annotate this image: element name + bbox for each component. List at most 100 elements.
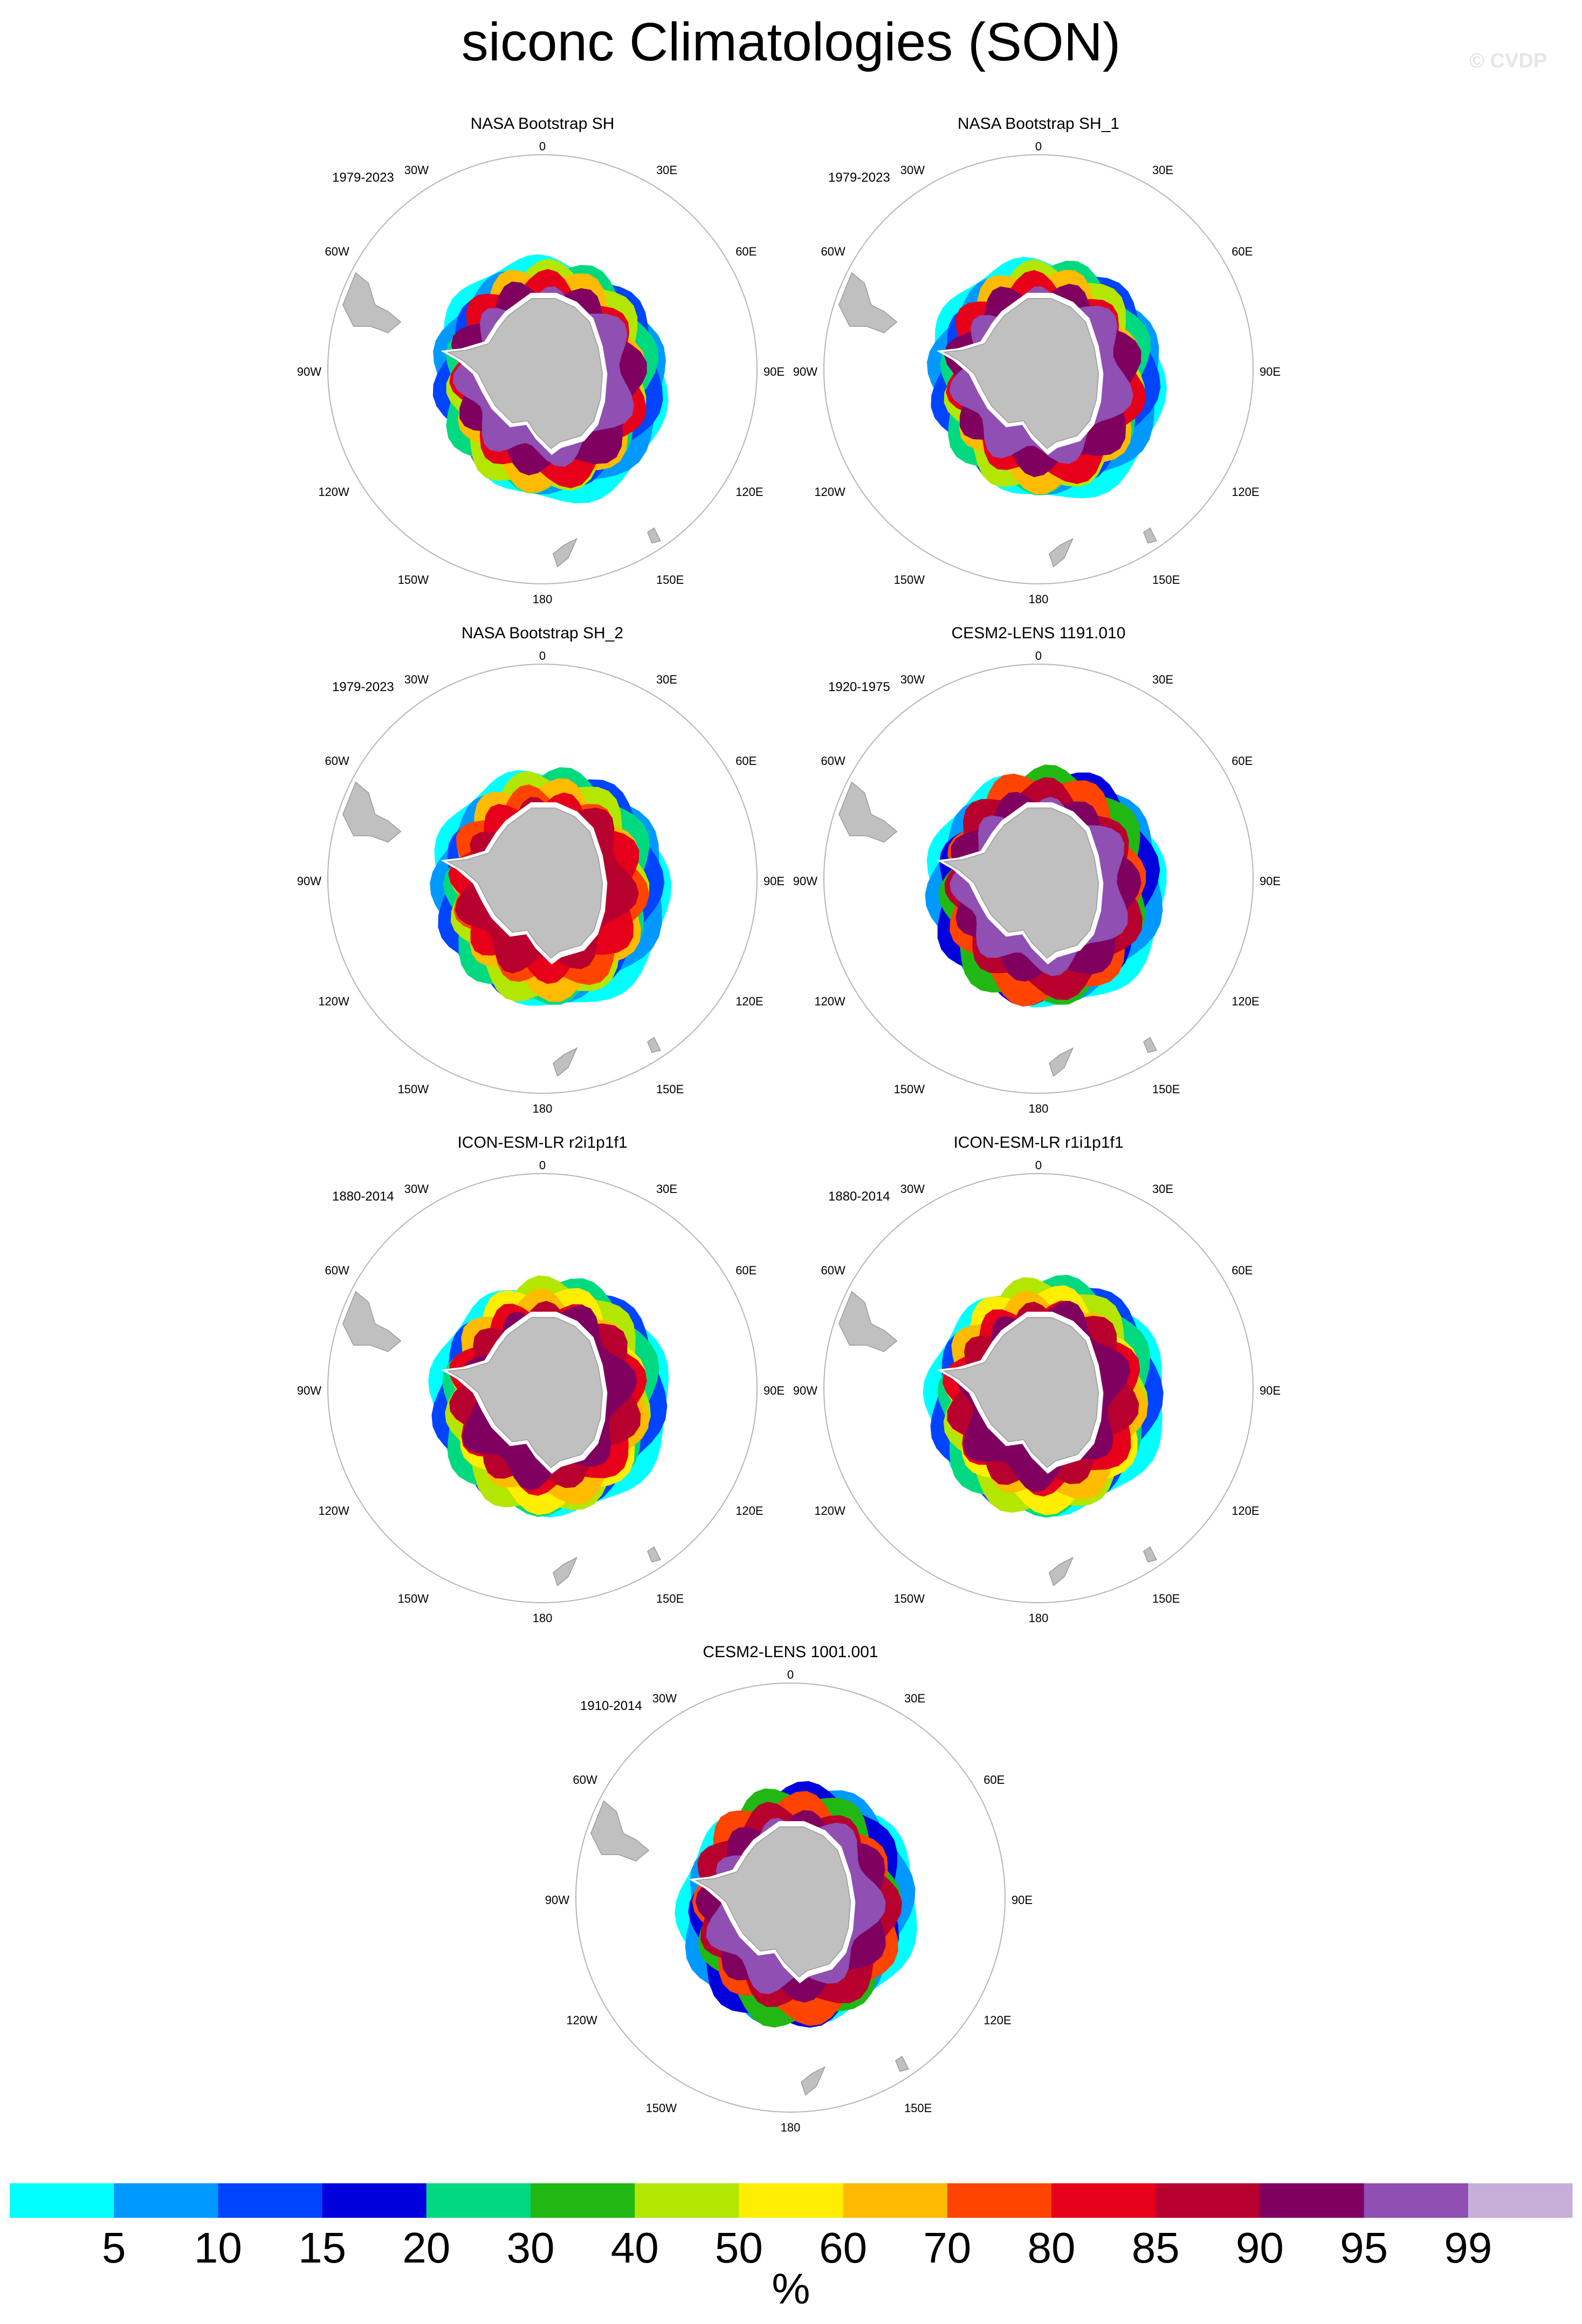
lon-label: 150W bbox=[398, 1592, 429, 1605]
antarctica-land bbox=[943, 807, 1099, 959]
colorbar-swatch bbox=[635, 2183, 739, 2218]
lon-label: 30W bbox=[652, 1692, 677, 1705]
panel-years: 1979-2023 bbox=[332, 680, 394, 694]
lon-label: 60E bbox=[1232, 245, 1253, 258]
lon-label: 90W bbox=[297, 874, 321, 888]
lon-label: 60W bbox=[325, 754, 349, 768]
panel-title: NASA Bootstrap SH_2 bbox=[462, 624, 623, 642]
colorbar-tick-label: 85 bbox=[1131, 2224, 1180, 2272]
south-america-land bbox=[342, 1291, 402, 1353]
colorbar-tick-label: 15 bbox=[298, 2224, 347, 2272]
antarctica-land bbox=[446, 1316, 603, 1468]
colorbar-swatch bbox=[947, 2183, 1052, 2218]
lon-label: 30W bbox=[404, 673, 429, 686]
lon-label: 180 bbox=[1029, 1611, 1049, 1625]
lon-label: 30E bbox=[1152, 163, 1173, 177]
lon-label: 30E bbox=[1152, 1182, 1173, 1196]
lon-label: 150W bbox=[894, 573, 925, 587]
antarctica-land bbox=[446, 807, 603, 959]
lon-label: 90E bbox=[764, 365, 785, 378]
tasmania-land bbox=[647, 1037, 661, 1053]
lon-label: 90W bbox=[545, 1893, 569, 1907]
panel-title: CESM2-LENS 1001.001 bbox=[703, 1643, 878, 1661]
lon-label: 180 bbox=[533, 1611, 553, 1625]
colorbar-swatch bbox=[843, 2183, 948, 2218]
new-zealand-land bbox=[1049, 1047, 1074, 1077]
lon-label: 180 bbox=[533, 1102, 553, 1115]
lon-label: 30W bbox=[900, 163, 925, 177]
map-panel: CESM2-LENS 1191.010 1920-1975 0 30E 60E 90E 12… bbox=[793, 624, 1281, 1115]
lon-label: 90W bbox=[297, 365, 321, 378]
lon-label: 60E bbox=[735, 245, 756, 258]
new-zealand-land bbox=[553, 1047, 578, 1077]
lon-label: 120W bbox=[814, 1504, 845, 1518]
colorbar-tick-label: 90 bbox=[1235, 2224, 1284, 2272]
antarctica-land bbox=[446, 298, 603, 450]
panel-title: ICON-ESM-LR r2i1p1f1 bbox=[457, 1134, 627, 1151]
lon-label: 30E bbox=[656, 163, 677, 177]
lon-label: 120E bbox=[735, 995, 763, 1008]
lon-label: 150E bbox=[656, 573, 684, 587]
south-america-land bbox=[838, 781, 898, 843]
lon-label: 60E bbox=[1232, 1264, 1253, 1277]
colorbar-swatch bbox=[114, 2183, 218, 2218]
lon-label: 150E bbox=[1152, 1592, 1180, 1605]
lon-label: 30E bbox=[1152, 673, 1173, 686]
watermark: © CVDP bbox=[1469, 50, 1547, 72]
panel-years: 1910-2014 bbox=[580, 1699, 642, 1713]
lon-label: 120W bbox=[318, 995, 349, 1008]
map-panel: ICON-ESM-LR r2i1p1f1 1880-2014 0 30E 60E 90E 1… bbox=[297, 1134, 785, 1625]
lon-label: 180 bbox=[781, 2121, 801, 2134]
colorbar-tick-label: 40 bbox=[610, 2224, 659, 2272]
lon-label: 120W bbox=[566, 2013, 597, 2027]
new-zealand-land bbox=[553, 1556, 578, 1587]
lon-label: 90W bbox=[793, 365, 817, 378]
lon-label: 30E bbox=[904, 1692, 925, 1705]
panel-years: 1880-2014 bbox=[332, 1189, 394, 1204]
lon-label: 30W bbox=[404, 163, 429, 177]
antarctica-land bbox=[943, 1316, 1099, 1468]
lon-label: 90W bbox=[793, 1384, 817, 1397]
lon-label: 90W bbox=[297, 1384, 321, 1397]
lon-label: 60W bbox=[573, 1773, 597, 1787]
map-panel: ICON-ESM-LR r1i1p1f1 1880-2014 0 30E 60E 90E 1… bbox=[793, 1134, 1281, 1625]
lon-label: 150E bbox=[656, 1592, 684, 1605]
south-america-land bbox=[342, 272, 402, 334]
colorbar-swatch bbox=[1260, 2183, 1365, 2218]
lon-label: 150W bbox=[894, 1082, 925, 1096]
lon-label: 90W bbox=[793, 874, 817, 888]
lon-label: 120E bbox=[735, 1504, 763, 1518]
lon-label: 30W bbox=[900, 1182, 925, 1196]
lon-label: 60E bbox=[983, 1773, 1005, 1787]
antarctica-land bbox=[943, 298, 1099, 450]
south-america-land bbox=[838, 1291, 898, 1353]
map-panel: NASA Bootstrap SH_1 1979-2023 0 30E 60E 90E 12… bbox=[793, 115, 1281, 606]
lon-label: 180 bbox=[1029, 592, 1049, 606]
lon-label: 60W bbox=[325, 1264, 349, 1277]
lon-label: 60W bbox=[821, 245, 845, 258]
colorbar-tick-label: 10 bbox=[194, 2224, 242, 2272]
colorbar-swatch bbox=[1468, 2183, 1573, 2218]
new-zealand-land bbox=[801, 2066, 826, 2096]
tasmania-land bbox=[647, 527, 661, 544]
colorbar-swatch bbox=[531, 2183, 635, 2218]
colorbar-swatch bbox=[218, 2183, 323, 2218]
lon-label: 120E bbox=[1232, 485, 1259, 499]
lon-label: 60W bbox=[821, 1264, 845, 1277]
tasmania-land bbox=[1143, 527, 1157, 544]
panel-title: ICON-ESM-LR r1i1p1f1 bbox=[953, 1134, 1123, 1151]
lon-label: 180 bbox=[1029, 1102, 1049, 1115]
lon-label: 30W bbox=[404, 1182, 429, 1196]
lon-label: 120W bbox=[814, 995, 845, 1008]
colorbar-tick-label: 95 bbox=[1340, 2224, 1388, 2272]
new-zealand-land bbox=[1049, 1556, 1074, 1587]
lon-label: 30W bbox=[900, 673, 925, 686]
lon-label: 0 bbox=[1035, 140, 1042, 153]
panel-title: NASA Bootstrap SH_1 bbox=[958, 115, 1119, 133]
lon-label: 60W bbox=[325, 245, 349, 258]
panel-title: CESM2-LENS 1191.010 bbox=[952, 624, 1126, 642]
tasmania-land bbox=[895, 2056, 909, 2072]
lon-label: 150W bbox=[894, 1592, 925, 1605]
lon-label: 180 bbox=[533, 592, 553, 606]
